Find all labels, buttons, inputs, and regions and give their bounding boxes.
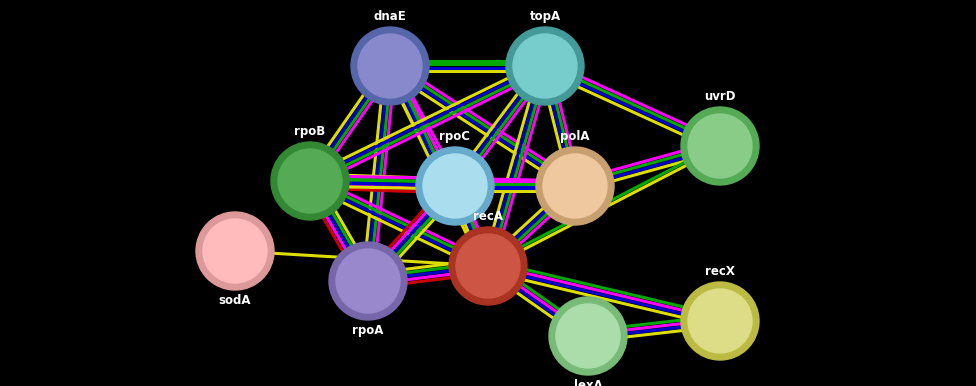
Text: dnaE: dnaE [374, 10, 406, 23]
Text: lexA: lexA [574, 379, 602, 386]
Circle shape [536, 147, 614, 225]
Circle shape [423, 154, 487, 218]
Circle shape [506, 27, 584, 105]
Circle shape [688, 114, 752, 178]
Circle shape [271, 142, 349, 220]
Circle shape [416, 147, 494, 225]
Text: rpoA: rpoA [352, 324, 384, 337]
Text: recA: recA [473, 210, 503, 223]
Circle shape [549, 297, 627, 375]
Circle shape [681, 282, 759, 360]
Circle shape [456, 234, 520, 298]
Text: rpoC: rpoC [439, 130, 470, 143]
Circle shape [449, 227, 527, 305]
Circle shape [196, 212, 274, 290]
Text: rpoB: rpoB [295, 125, 326, 138]
Text: topA: topA [529, 10, 560, 23]
Circle shape [351, 27, 429, 105]
Circle shape [513, 34, 577, 98]
Circle shape [681, 107, 759, 185]
Circle shape [688, 289, 752, 353]
Circle shape [358, 34, 422, 98]
Circle shape [336, 249, 400, 313]
Text: polA: polA [560, 130, 590, 143]
Circle shape [203, 219, 267, 283]
Text: uvrD: uvrD [705, 90, 736, 103]
Circle shape [329, 242, 407, 320]
Circle shape [278, 149, 342, 213]
Circle shape [556, 304, 620, 368]
Circle shape [543, 154, 607, 218]
Text: sodA: sodA [219, 294, 251, 307]
Text: recX: recX [705, 265, 735, 278]
